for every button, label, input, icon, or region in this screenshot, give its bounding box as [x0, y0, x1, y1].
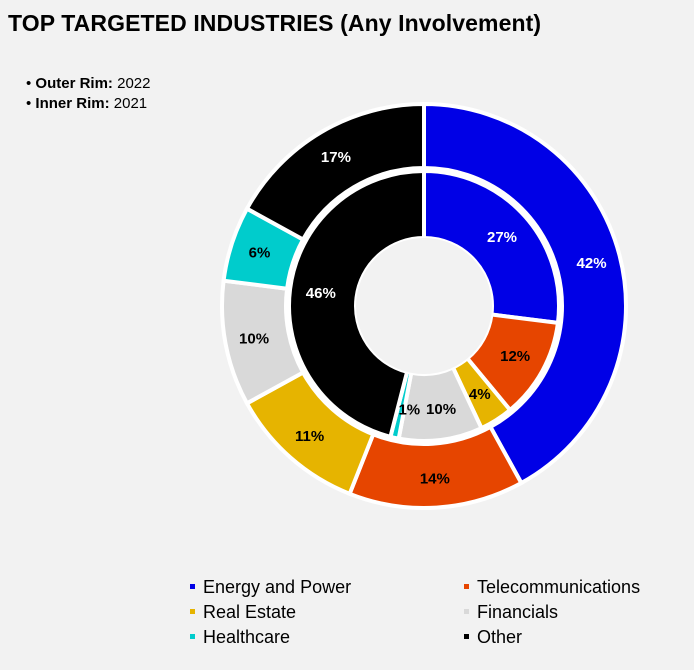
- legend-item-other: Other: [464, 626, 522, 648]
- legend-swatch-other: [464, 633, 469, 639]
- legend-item-energy: Energy and Power: [190, 576, 351, 598]
- outer-slice-other: [244, 101, 426, 243]
- outer-rim-label: Outer Rim:: [35, 75, 113, 92]
- donut-chart: 42% 14% 11% 10% 6% 17% 27% 12% 4% 10% 1% 46%: [220, 101, 628, 510]
- outer-label-energy: 42%: [577, 255, 607, 272]
- legend-item-financials: Financials: [464, 601, 558, 623]
- inner-label-other: 46%: [306, 285, 336, 302]
- inner-label-telecom: 12%: [500, 348, 530, 365]
- inner-rim-year: 2021: [113, 95, 148, 112]
- legend-label-telecom: Telecommunications: [477, 577, 641, 597]
- inner-label-healthcare: 1%: [398, 401, 420, 418]
- inner-label-realestate: 4%: [469, 386, 491, 403]
- outer-label-healthcare: 6%: [249, 245, 271, 262]
- legend-label-realestate: Real Estate: [203, 602, 297, 622]
- donut-hole: [356, 238, 492, 374]
- ring-notes: • Outer Rim: 2022 • Inner Rim: 2021: [26, 74, 150, 114]
- legend-label-financials: Financials: [477, 602, 559, 622]
- legend-item-healthcare: Healthcare: [190, 626, 290, 648]
- outer-slice-energy: [422, 101, 628, 486]
- legend-swatch-financials: [464, 608, 469, 614]
- legend-swatch-healthcare: [190, 633, 195, 639]
- inner-rim-label: Inner Rim:: [35, 95, 110, 112]
- chart-title: TOP TARGETED INDUSTRIES (Any Involvement…: [8, 10, 542, 36]
- outer-label-telecom: 14%: [420, 471, 450, 488]
- legend-swatch-energy: [190, 583, 195, 589]
- outer-label-other: 17%: [321, 149, 351, 166]
- legend-label-healthcare: Healthcare: [203, 627, 291, 647]
- legend-swatch-realestate: [190, 608, 195, 614]
- outer-rim-year: 2022: [117, 75, 151, 92]
- legend-label-other: Other: [477, 627, 523, 647]
- outer-label-realestate: 11%: [295, 428, 324, 445]
- inner-label-financials: 10%: [426, 401, 456, 418]
- outer-label-financials: 10%: [239, 330, 269, 347]
- legend-item-telecom: Telecommunications: [464, 576, 640, 598]
- outer-rim-note: • Outer Rim: 2022: [26, 75, 151, 92]
- legend-swatch-telecom: [464, 583, 469, 589]
- inner-label-energy: 27%: [487, 229, 517, 246]
- legend-label-energy: Energy and Power: [203, 577, 352, 597]
- inner-rim-note: • Inner Rim: 2021: [26, 95, 148, 112]
- legend-item-realestate: Real Estate: [190, 601, 296, 623]
